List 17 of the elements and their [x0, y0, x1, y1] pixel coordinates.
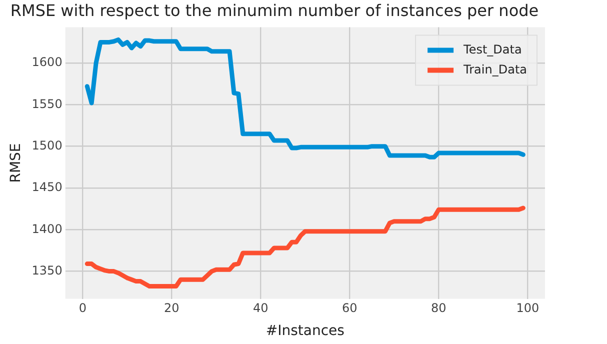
y-tick-label: 1450 [32, 180, 62, 194]
x-tick-label: 100 [516, 301, 540, 316]
x-tick-label: 60 [342, 301, 358, 316]
y-tick-label: 1400 [32, 222, 62, 236]
x-tick-label: 0 [78, 301, 87, 316]
y-tick-label: 1600 [32, 55, 62, 70]
x-tick-label: 20 [164, 301, 180, 316]
y-axis-title: RMSE [8, 143, 24, 183]
x-tick-label: 40 [253, 301, 268, 316]
chart-title: RMSE with respect to the minumim number of instances per node [10, 0, 539, 20]
y-tick-label: 1350 [32, 263, 62, 278]
legend-label: Train_Data [462, 62, 528, 76]
legend-label: Test_Data [462, 42, 522, 56]
y-tick-label: 1500 [32, 138, 62, 152]
y-tick-label: 1550 [32, 96, 62, 111]
x-tick-label: 80 [431, 301, 446, 316]
x-axis-title: #Instances [266, 323, 344, 340]
